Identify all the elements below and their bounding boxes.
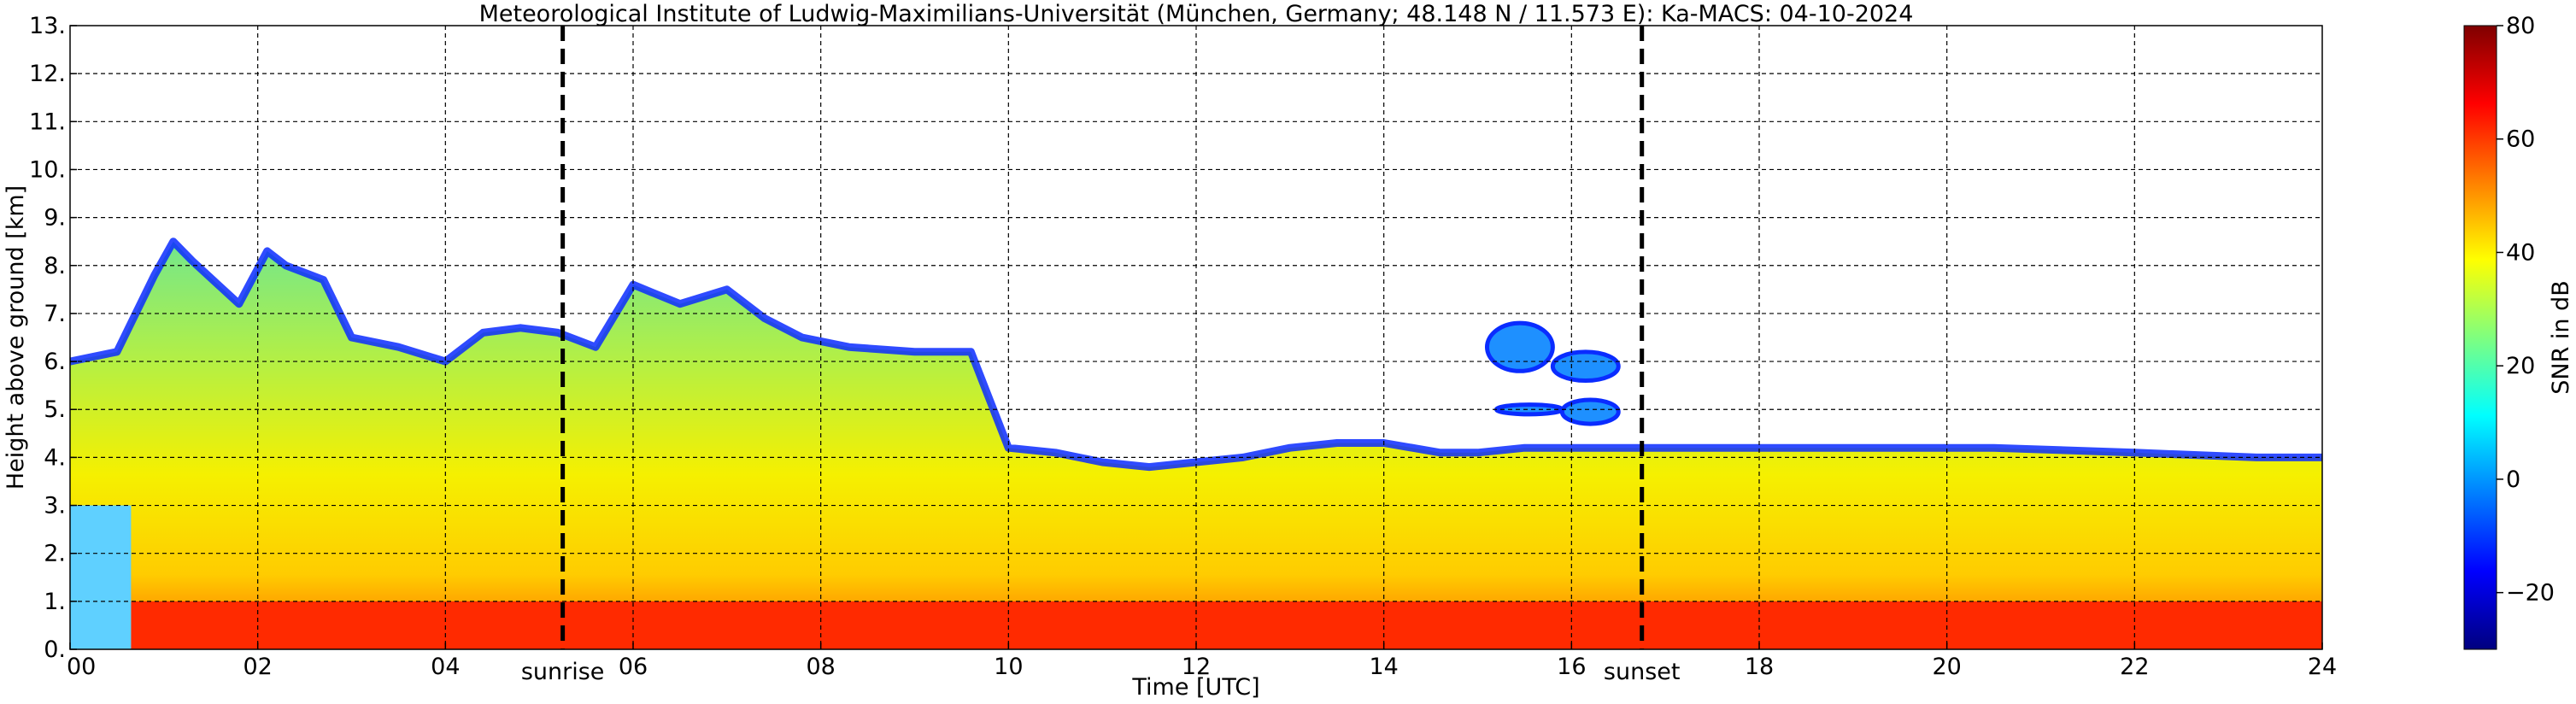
y-tick-label: 7. (44, 301, 66, 327)
x-tick-label: 14 (1369, 654, 1398, 680)
colorbar-tick-label: 80 (2506, 13, 2535, 39)
strong-echo-layer (131, 601, 2322, 649)
y-tick-label: 5. (44, 396, 66, 423)
x-axis-label: Time [UTC] (1131, 674, 1259, 701)
chart-title: Meteorological Institute of Ludwig-Maxim… (479, 1, 1914, 27)
y-tick-label: 4. (44, 444, 66, 471)
colorbar-tick-label: 60 (2506, 126, 2535, 153)
y-axis-label: Height above ground [km] (3, 185, 29, 490)
elevated-echo-cell (1493, 402, 1564, 417)
colorbar-tick-label: 0 (2506, 466, 2520, 493)
y-tick-label: 8. (44, 253, 66, 279)
colorbar-tick-label: −20 (2506, 580, 2555, 607)
sun-event-label: sunrise (521, 659, 605, 685)
x-tick-label: 24 (2308, 654, 2337, 680)
x-tick-label: 18 (1745, 654, 1774, 680)
sun-event-label: sunset (1604, 659, 1681, 685)
y-tick-label: 10. (29, 156, 66, 183)
colorbar-gradient (2463, 25, 2497, 650)
early-weak-layer (70, 505, 132, 649)
x-tick-label: 20 (1932, 654, 1961, 680)
colorbar-label: SNR in dB (2548, 280, 2574, 395)
y-tick-label: 9. (44, 205, 66, 232)
y-tick-label: 1. (44, 589, 66, 615)
x-tick-label: 16 (1557, 654, 1586, 680)
colorbar-tick-label: 40 (2506, 239, 2535, 266)
x-tick-label: 00 (67, 654, 96, 680)
x-tick-label: 12 (1182, 654, 1211, 680)
y-tick-label: 13. (29, 13, 66, 39)
colorbar-tick-label: 20 (2506, 353, 2535, 379)
x-tick-label: 02 (243, 654, 272, 680)
x-tick-label: 08 (806, 654, 835, 680)
y-tick-label: 12. (29, 61, 66, 87)
x-tick-label: 22 (2120, 654, 2149, 680)
elevated-echo-cell (1484, 320, 1555, 373)
y-tick-label: 0. (44, 637, 66, 663)
x-tick-label: 06 (619, 654, 648, 680)
x-tick-label: 10 (994, 654, 1023, 680)
x-tick-label: 04 (431, 654, 460, 680)
elevated-echo-cell (1559, 397, 1621, 426)
y-tick-label: 6. (44, 349, 66, 375)
y-tick-label: 2. (44, 541, 66, 567)
y-tick-label: 11. (29, 109, 66, 135)
elevated-echo-cell (1550, 349, 1621, 384)
plot-area: sunrise sunset 00 02 04 06 08 10 12 14 16 18 20 22 24… (29, 13, 2337, 685)
colorbar: 80 60 40 20 0 −20 SNR in dB (2463, 13, 2574, 650)
y-tick-label: 3. (44, 493, 66, 519)
